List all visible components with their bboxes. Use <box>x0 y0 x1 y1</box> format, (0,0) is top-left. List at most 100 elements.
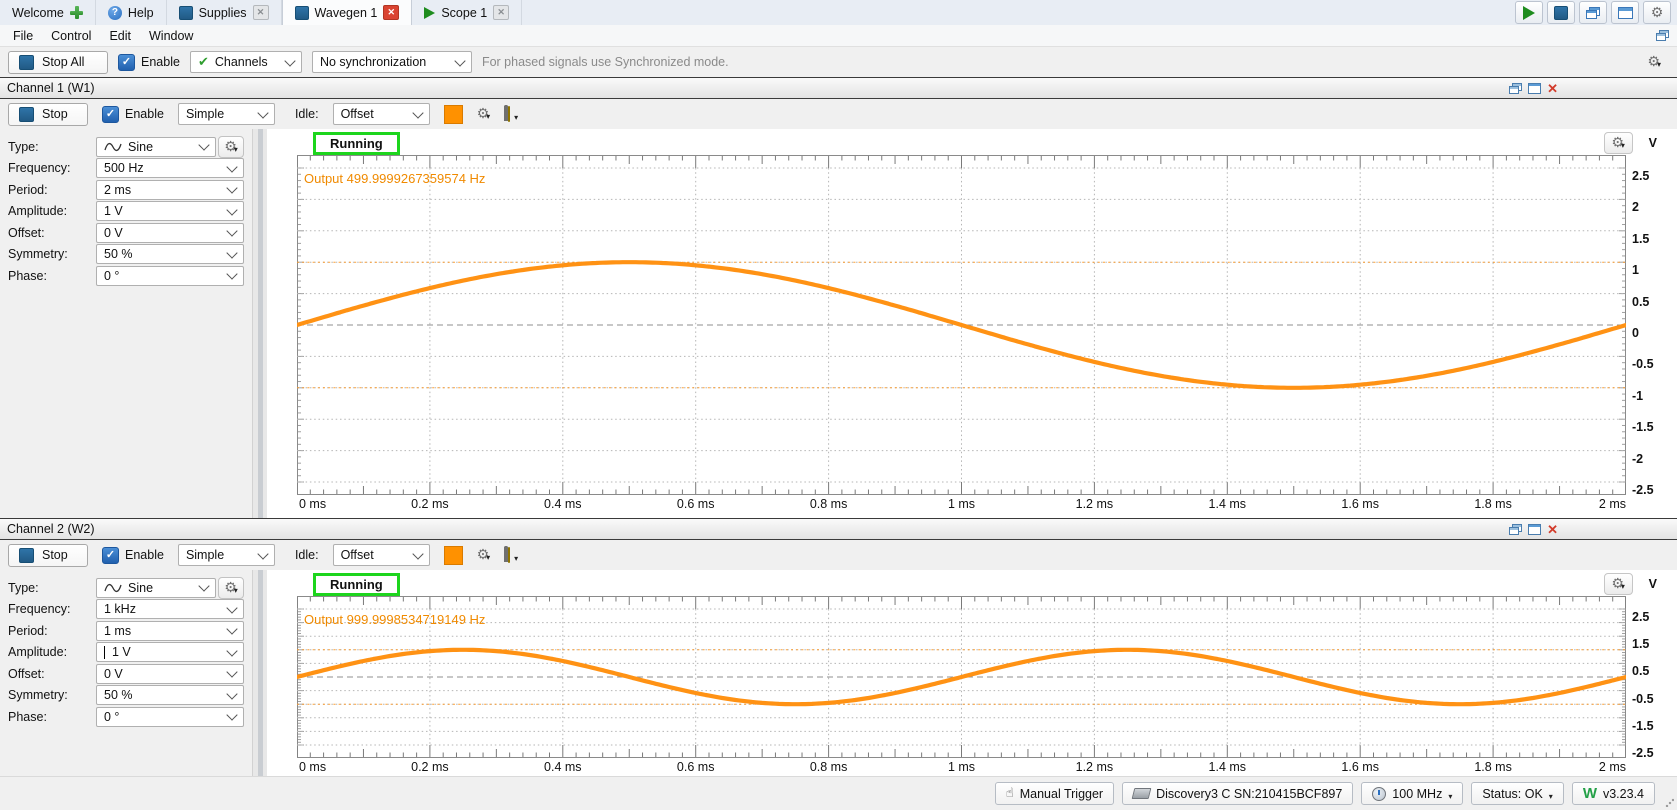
status-item-label: v3.23.4 <box>1602 786 1644 801</box>
tab-supplies[interactable]: Supplies ✕ <box>167 0 282 25</box>
close-tab-icon[interactable]: ✕ <box>252 5 269 20</box>
symmetry-select[interactable]: 50 % <box>96 244 244 265</box>
restore-panel-icon[interactable] <box>1509 523 1523 535</box>
menu-control[interactable]: Control <box>51 28 92 43</box>
waveform-canvas[interactable] <box>297 155 1626 495</box>
amplitude-select[interactable]: 1 V <box>96 642 244 663</box>
frequency-select[interactable]: 500 Hz <box>96 158 244 179</box>
panel-splitter[interactable] <box>252 129 267 518</box>
close-tab-icon[interactable]: ✕ <box>493 5 510 20</box>
manual-trigger-button[interactable]: ☝ Manual Trigger <box>994 782 1115 805</box>
channel-2-lock-button[interactable]: ▾ <box>504 545 518 563</box>
symmetry-value: 50 % <box>104 247 133 262</box>
param-label: Amplitude: <box>8 204 68 219</box>
y-axis-tick-label: -0.5 <box>1632 691 1654 706</box>
channel-1-stop-button[interactable]: Stop <box>8 102 88 126</box>
channel-1-lock-button[interactable]: ▾ <box>504 104 518 122</box>
type-settings-gear-button[interactable]: ⚙ ▾ <box>218 135 244 158</box>
offset-select[interactable]: 0 V <box>96 222 244 243</box>
param-row-offset: Offset: 0 V <box>8 222 252 244</box>
frequency-select[interactable]: 1 kHz <box>96 599 244 620</box>
offset-select[interactable]: 0 V <box>96 663 244 684</box>
channel-1-title: Channel 1 (W1) <box>7 81 95 95</box>
channel-1-header: Channel 1 (W1) ✕ <box>0 77 1677 99</box>
channel-1-enable-checkbox[interactable]: ✓ Enable <box>102 105 164 123</box>
channels-dropdown[interactable]: ✔ Channels <box>189 51 302 73</box>
channel-2-mode-dropdown[interactable]: Simple <box>177 544 275 566</box>
tab-wavegen-1[interactable]: Wavegen 1 ✕ <box>281 0 413 25</box>
tab-scope-1[interactable]: Scope 1 ✕ <box>412 0 523 25</box>
channel-1-mode-dropdown[interactable]: Simple <box>177 103 275 125</box>
type-settings-gear-button[interactable]: ⚙ ▾ <box>218 576 244 599</box>
master-enable-checkbox[interactable]: ✓ Enable <box>118 53 180 71</box>
maximize-panel-icon[interactable] <box>1528 523 1542 535</box>
menu-edit[interactable]: Edit <box>109 28 131 43</box>
synchronization-dropdown-value: No synchronization <box>319 55 427 69</box>
plot-settings-gear-button[interactable]: ⚙ ▾ <box>1603 132 1633 154</box>
panel-splitter[interactable] <box>252 570 267 782</box>
type-value: Sine <box>128 580 154 595</box>
x-axis-tick-label: 1.4 ms <box>1208 760 1247 774</box>
x-axis-tick-label: 0.4 ms <box>544 760 582 774</box>
symmetry-select[interactable]: 50 % <box>96 685 244 706</box>
plot-settings-gear-button[interactable]: ⚙ ▾ <box>1603 573 1633 595</box>
channel-color-swatch[interactable] <box>443 104 463 124</box>
time-axis-labels: 0 ms 0.2 ms 0.4 ms 0.6 ms 0.8 ms 1 ms 1.2 ms 1.… <box>297 495 1626 513</box>
channel-2-idle-dropdown[interactable]: Offset <box>332 544 430 566</box>
type-select[interactable]: Sine <box>96 577 216 598</box>
close-tab-icon[interactable]: ✕ <box>383 5 400 20</box>
period-select[interactable]: 1 ms <box>96 620 244 641</box>
waveform-canvas[interactable] <box>297 596 1626 758</box>
close-panel-icon[interactable]: ✕ <box>1547 521 1558 537</box>
close-panel-icon[interactable]: ✕ <box>1547 80 1558 96</box>
phase-select[interactable]: 0 ° <box>96 706 244 727</box>
amplitude-select[interactable]: 1 V <box>96 201 244 222</box>
tab-help[interactable]: ? Help <box>96 0 167 25</box>
stop-all-button[interactable] <box>1547 1 1575 24</box>
period-select[interactable]: 2 ms <box>96 179 244 200</box>
param-row-amplitude: Amplitude: 1 V <box>8 642 252 664</box>
channel-2-enable-checkbox[interactable]: ✓ Enable <box>102 546 164 564</box>
cascade-windows-button[interactable] <box>1579 1 1607 24</box>
run-all-button[interactable] <box>1515 1 1543 24</box>
status-item-label: Status: OK <box>1482 786 1543 801</box>
dropdown-arrow-icon: ▾ <box>1656 60 1661 69</box>
help-icon: ? <box>107 5 122 20</box>
x-axis-tick-label: 0.6 ms <box>676 760 715 774</box>
phase-value: 0 ° <box>104 268 120 283</box>
type-select[interactable]: Sine <box>96 136 216 157</box>
tab-label: Help <box>127 5 154 20</box>
channel-2-stop-button[interactable]: Stop <box>8 543 88 567</box>
settings-gear-button[interactable]: ⚙ <box>1643 1 1671 24</box>
channel-color-swatch[interactable] <box>443 545 463 565</box>
menu-file[interactable]: File <box>13 28 34 43</box>
device-info-button[interactable]: Discovery3 C SN:210415BCF897 <box>1122 782 1354 805</box>
channel-1-idle-dropdown[interactable]: Offset <box>332 103 430 125</box>
x-axis-tick-label: 1.8 ms <box>1474 760 1512 774</box>
channel-2-gear-button[interactable]: ⚙ ▾ <box>477 548 491 562</box>
tile-windows-button[interactable] <box>1611 1 1639 24</box>
param-label: Phase: <box>8 709 47 724</box>
green-check-icon: ✔ <box>197 54 209 70</box>
gear-icon: ⚙ <box>1650 4 1664 21</box>
base-frequency-button[interactable]: 100 MHz ▾ <box>1361 782 1464 805</box>
toolbar-gear-button[interactable]: ⚙ ▾ <box>1647 55 1669 69</box>
y-axis-tick-label: -1 <box>1632 388 1644 403</box>
synchronization-dropdown[interactable]: No synchronization <box>311 51 472 73</box>
restore-window-icon[interactable] <box>1656 30 1669 41</box>
status-button[interactable]: Status: OK ▾ <box>1471 782 1564 805</box>
chevron-down-icon <box>226 225 238 237</box>
restore-panel-icon[interactable] <box>1509 82 1523 94</box>
maximize-panel-icon[interactable] <box>1528 82 1542 94</box>
tab-welcome[interactable]: Welcome <box>0 0 96 25</box>
menu-window[interactable]: Window <box>149 28 194 43</box>
stop-all-button[interactable]: Stop All <box>8 50 108 74</box>
phase-select[interactable]: 0 ° <box>96 265 244 286</box>
resize-grip-icon[interactable] <box>1665 798 1674 807</box>
status-bar: ☝ Manual Trigger Discovery3 C SN:210415BCF… <box>0 776 1677 810</box>
channel-1-gear-button[interactable]: ⚙ ▾ <box>477 107 491 121</box>
lock-icon <box>504 545 517 563</box>
x-axis-tick-label: 0.6 ms <box>676 497 715 511</box>
stop-label: Stop <box>42 107 68 121</box>
